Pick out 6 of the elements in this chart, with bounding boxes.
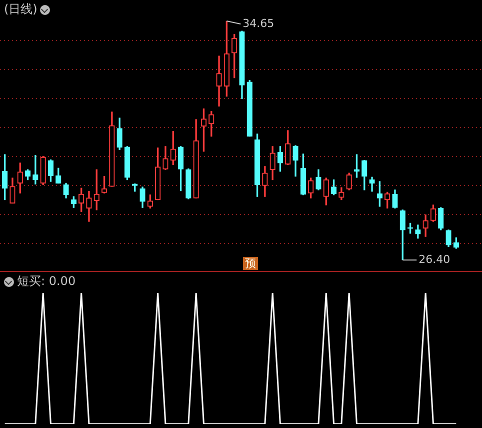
annotation: 34.65 bbox=[242, 16, 274, 30]
chart-title: (日线) bbox=[4, 1, 38, 18]
annotation: 预 bbox=[243, 257, 258, 270]
candlestick bbox=[32, 155, 38, 184]
annotation: 26.40 bbox=[418, 252, 450, 266]
chart-title: 短买: 0.00 bbox=[17, 273, 76, 290]
